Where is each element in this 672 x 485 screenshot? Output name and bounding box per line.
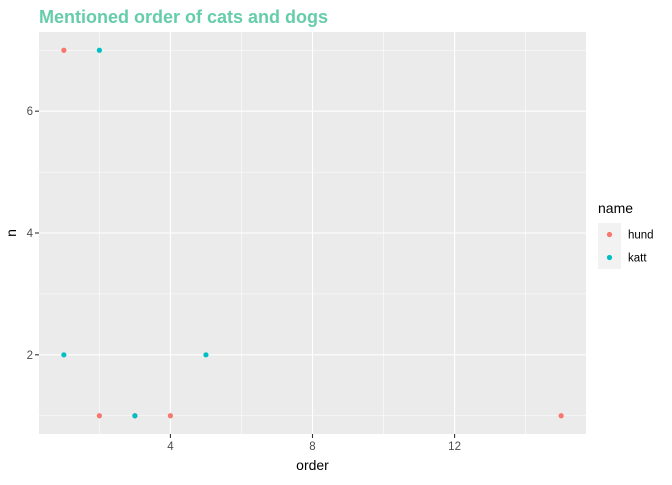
point-katt-1 (61, 352, 67, 358)
legend-label-hund: hund (628, 230, 654, 242)
legend: name hund katt (598, 200, 654, 269)
y-tick-label-2: 2 (27, 350, 33, 362)
legend-items: hund katt (598, 223, 654, 269)
point-katt-2 (203, 352, 209, 358)
x-tick-label-4: 4 (167, 441, 174, 453)
point-hund-3 (167, 413, 174, 419)
legend-title: name (598, 200, 633, 216)
x-axis-title: order (296, 457, 329, 473)
x-axis: 4 8 12 (167, 434, 461, 453)
legend-marker-katt (606, 254, 613, 261)
legend-marker-hund (606, 231, 613, 238)
x-tick-label-12: 12 (448, 441, 461, 453)
y-axis: 2 4 6 (27, 106, 39, 362)
point-hund-4 (558, 413, 564, 419)
grid-major (39, 32, 586, 434)
y-tick-label-6: 6 (27, 106, 33, 118)
y-tick-label-4: 4 (27, 228, 34, 240)
y-axis-title: n (3, 229, 19, 237)
x-tick-label-8: 8 (309, 441, 315, 453)
chart-title: Mentioned order of cats and dogs (39, 7, 328, 27)
point-hund-1 (96, 413, 102, 419)
legend-label-katt: katt (628, 253, 647, 265)
point-katt-0 (96, 47, 102, 53)
point-katt-3 (132, 413, 138, 419)
data-points (61, 47, 564, 419)
point-hund-0 (61, 47, 67, 53)
